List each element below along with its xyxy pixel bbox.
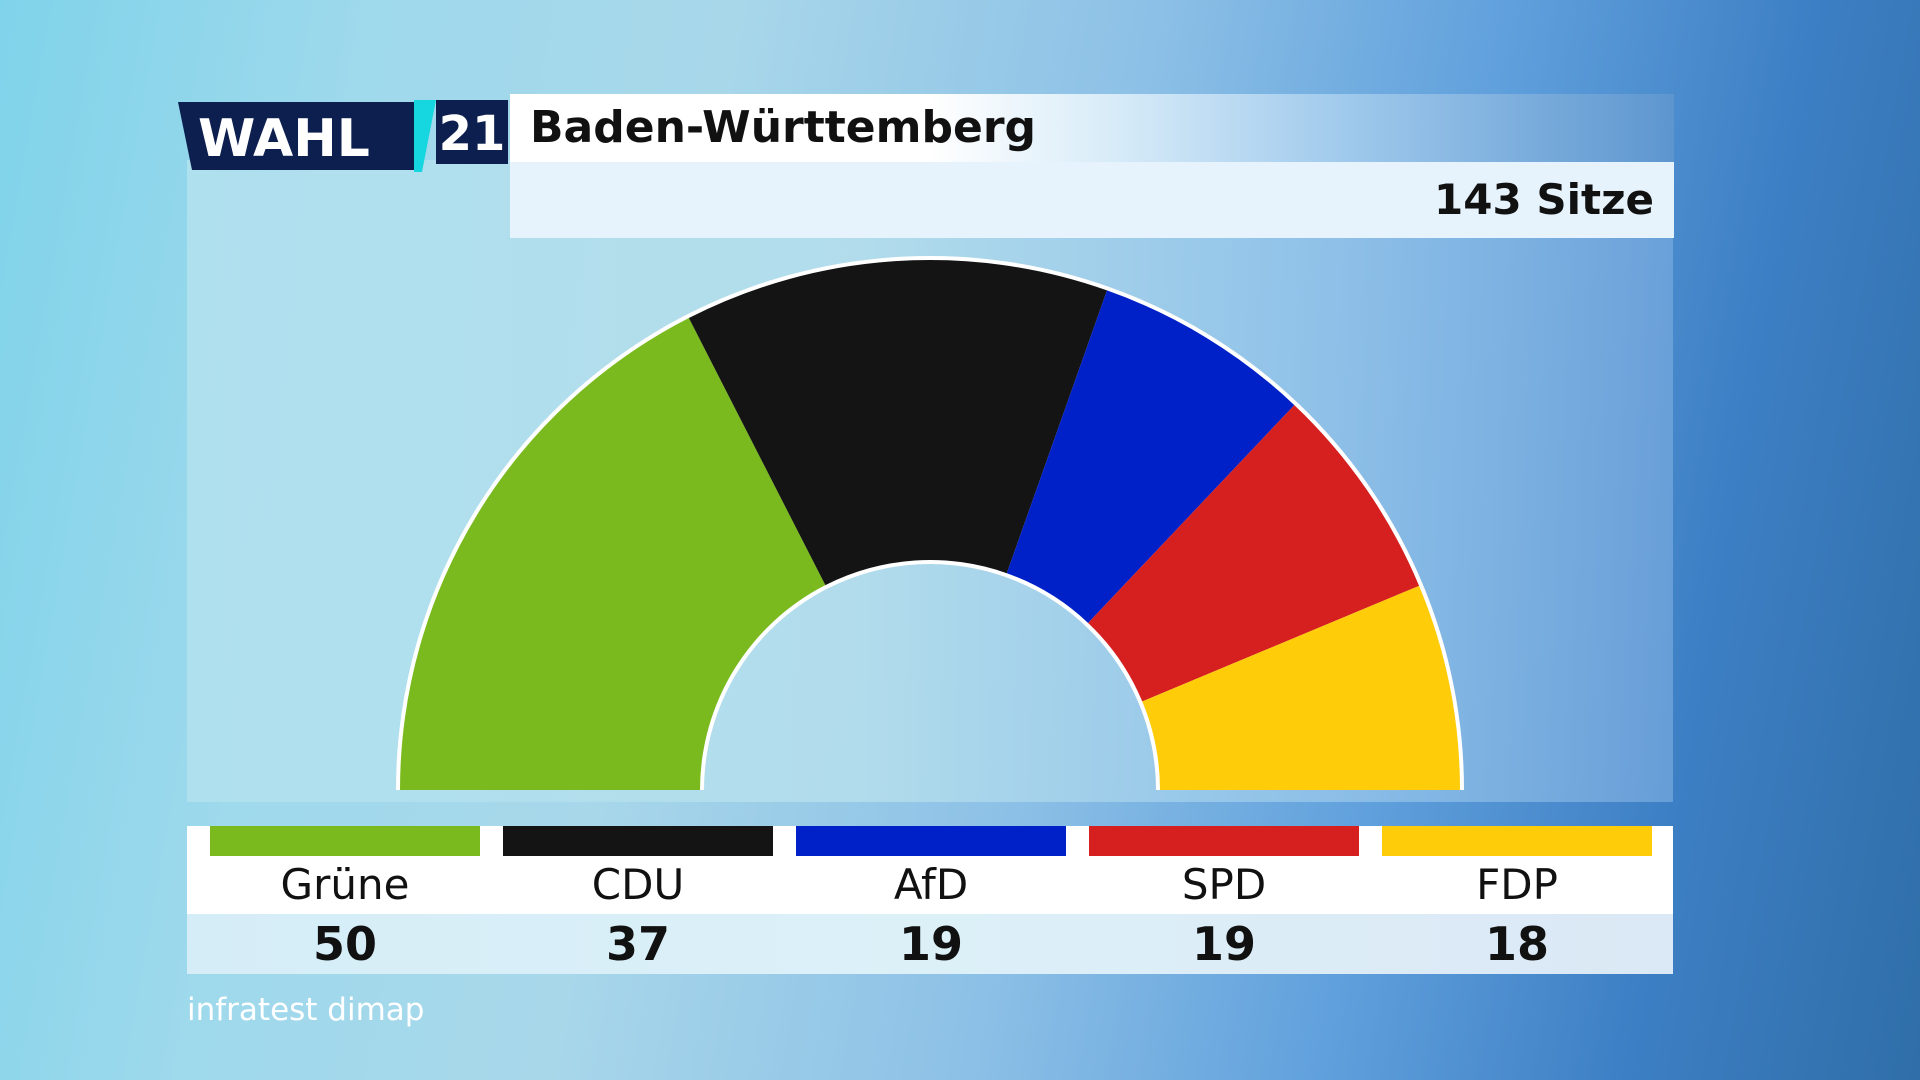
legend-item: CDU <box>503 826 773 914</box>
legend-swatch <box>796 826 1066 856</box>
legend-item: AfD <box>796 826 1066 914</box>
legend-item: FDP <box>1382 826 1652 914</box>
legend-party-seats: 19 <box>898 917 963 971</box>
hemicycle-slices <box>396 256 1464 790</box>
legend-party-name: SPD <box>1181 860 1267 909</box>
source-label: infratest dimap <box>187 992 425 1028</box>
total-seats-label: 143 Sitze <box>1434 175 1654 224</box>
legend-party-seats: 19 <box>1191 917 1256 971</box>
legend-party-name: AfD <box>893 860 969 909</box>
legend-swatch <box>1089 826 1359 856</box>
legend-item: SPD <box>1089 826 1359 914</box>
legend-party-name: Grüne <box>280 860 410 909</box>
legend-seats-row: 50 37 19 19 18 <box>187 914 1673 974</box>
slice-spd <box>1088 405 1420 702</box>
wahl21-logo: WAHL 21 <box>178 100 508 172</box>
slice-grne <box>400 318 826 790</box>
legend-party-seats: 50 <box>312 917 377 971</box>
legend-names-row: Grüne CDU AfD SPD FDP <box>187 826 1673 914</box>
logo-number: 21 <box>439 106 506 162</box>
seats-bar: 143 Sitze <box>510 162 1674 238</box>
title-bar: Baden-Württemberg <box>510 94 1674 162</box>
slice-fdp <box>1142 585 1460 790</box>
slice-cdu <box>688 260 1108 586</box>
slice-afd <box>1006 290 1295 623</box>
page-title: Baden-Württemberg <box>530 102 1037 153</box>
logo-word: WAHL <box>198 109 370 169</box>
legend-party-seats: 18 <box>1484 917 1549 971</box>
legend-party-name: FDP <box>1476 860 1558 909</box>
legend-swatch <box>210 826 480 856</box>
legend-swatch <box>503 826 773 856</box>
legend-item: Grüne <box>210 826 480 914</box>
legend-swatch <box>1382 826 1652 856</box>
legend-party-name: CDU <box>591 860 685 909</box>
legend-party-seats: 37 <box>605 917 670 971</box>
